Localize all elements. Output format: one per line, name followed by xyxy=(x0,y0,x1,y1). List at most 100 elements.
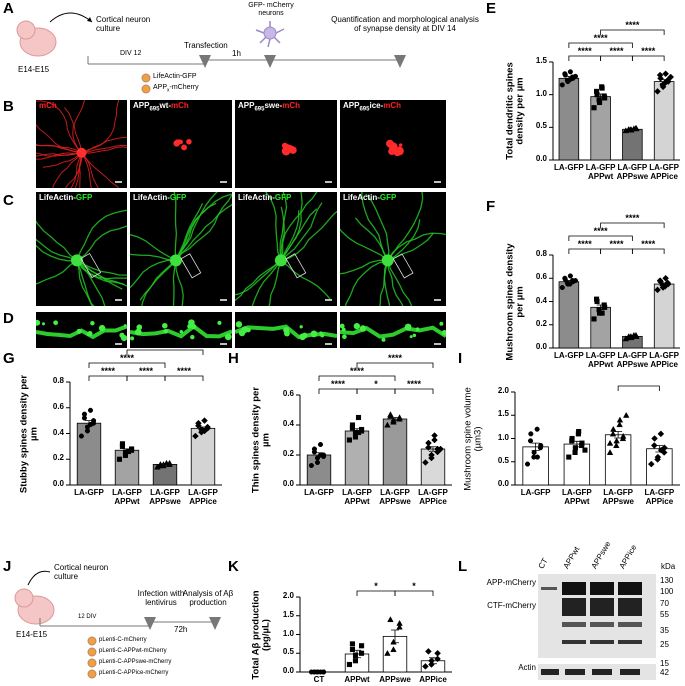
x-tick-label: LA-GFP APPswe xyxy=(602,488,634,506)
soma xyxy=(381,254,394,267)
data-point xyxy=(606,439,614,446)
x-tick-label: LA-GFP APPswe xyxy=(379,488,411,506)
label-tag: GFP xyxy=(274,193,292,202)
image-label: mCh xyxy=(39,101,57,111)
x-tick-label: LA-GFP APPwt xyxy=(342,488,372,506)
plasmid-label: pLenti-C-APPswe-mCherry xyxy=(99,659,172,665)
data-point xyxy=(346,661,352,668)
data-point xyxy=(163,459,170,466)
label-tag: GFP xyxy=(169,193,187,202)
soma xyxy=(169,254,182,267)
time-marker xyxy=(264,55,276,68)
micrograph-content xyxy=(340,321,446,342)
bar xyxy=(646,448,673,486)
data-point xyxy=(425,439,432,447)
plasmid-icon xyxy=(87,636,97,646)
time-marker xyxy=(394,55,406,68)
image-label: APP695ice-mCh xyxy=(343,101,401,113)
signal xyxy=(181,144,187,151)
data-point xyxy=(567,77,573,83)
spine xyxy=(341,327,346,332)
dendrite xyxy=(42,152,82,168)
data-point xyxy=(87,407,94,413)
data-point xyxy=(390,646,397,653)
y-tick-label: 0.0 xyxy=(535,154,547,163)
x-tick-label: LA-GFP APPwt xyxy=(585,351,616,369)
data-point xyxy=(534,454,540,460)
plasmid-icon xyxy=(141,84,151,94)
image-label: LifeActin-GFP xyxy=(238,193,292,203)
marker-label: 15 xyxy=(660,659,669,668)
significance-label: * xyxy=(374,379,378,389)
data-point xyxy=(625,334,632,341)
dendrite xyxy=(280,210,337,262)
micrograph-content xyxy=(235,321,337,341)
dendrite xyxy=(130,323,232,339)
x-tick-label: LA-GFP xyxy=(74,488,104,497)
data-point xyxy=(195,419,202,427)
signal xyxy=(186,138,192,145)
y-tick-label: 0.0 xyxy=(52,479,64,488)
x-tick-label: LA-GFP APPwt xyxy=(561,488,592,506)
label-text: APP xyxy=(133,101,150,110)
data-point xyxy=(349,422,356,428)
significance-label: **** xyxy=(577,239,592,249)
x-tick-label: APPwt xyxy=(344,675,370,684)
data-point xyxy=(87,421,94,428)
micrograph-content xyxy=(130,192,232,306)
significance-bracket xyxy=(88,362,166,368)
data-point xyxy=(308,462,314,469)
dendrite xyxy=(81,146,127,154)
y-axis-label: Total Aβ production (pg/µL) xyxy=(250,589,272,680)
infection-label: Infection with lentivirus xyxy=(137,589,185,607)
dendrite xyxy=(36,238,78,262)
x-tick-label: LA-GFP APPwt xyxy=(112,488,142,506)
significance-label: **** xyxy=(138,366,153,376)
spine xyxy=(161,322,168,329)
blot-band xyxy=(590,640,614,644)
data-point xyxy=(387,411,394,418)
significance-bracket xyxy=(600,29,665,35)
data-point xyxy=(434,649,441,657)
y-tick-label: 0.4 xyxy=(282,419,294,428)
data-point xyxy=(650,442,658,449)
bar xyxy=(382,418,408,486)
data-point xyxy=(434,655,441,663)
data-point xyxy=(599,310,605,316)
panel-letter: G xyxy=(3,350,15,367)
data-point xyxy=(349,646,356,653)
analysis-label: Analysis of Aβ production xyxy=(182,589,234,607)
data-point xyxy=(613,442,620,449)
significance-label: **** xyxy=(100,366,115,376)
x-tick-label: LA-GFP APPice xyxy=(418,488,448,506)
dendrite xyxy=(74,152,82,188)
y-tick-label: 0.0 xyxy=(535,342,547,351)
data-point xyxy=(566,454,572,460)
dendrite xyxy=(280,210,300,261)
data-point xyxy=(606,449,614,455)
spine xyxy=(119,332,125,338)
div-label: DIV 12 xyxy=(120,50,142,57)
significance-bracket xyxy=(356,362,434,368)
culture-label: Cortical neuron culture xyxy=(96,15,151,33)
data-point xyxy=(613,437,620,444)
data-point xyxy=(396,414,403,421)
label-subscript: 695 xyxy=(359,106,370,113)
spine xyxy=(359,325,367,332)
data-point xyxy=(616,416,624,423)
data-point xyxy=(630,331,638,338)
blot-band xyxy=(618,622,642,627)
western-blot xyxy=(538,574,656,680)
significance-label: **** xyxy=(330,379,345,389)
data-point xyxy=(656,71,664,79)
dendrite xyxy=(130,259,176,289)
plasmid-label: pLenti-C-APPwt-mCherry xyxy=(99,648,167,654)
roi-box xyxy=(180,253,202,279)
x-tick-label: APPswe xyxy=(379,675,411,684)
data-point xyxy=(591,316,597,322)
x-tick-label: LA-GFP APPice xyxy=(649,163,680,181)
y-axis-label: Total dendritic spines density per µm xyxy=(504,62,526,160)
image-label: LifeActin-GFP xyxy=(39,193,92,203)
data-point xyxy=(657,74,664,82)
